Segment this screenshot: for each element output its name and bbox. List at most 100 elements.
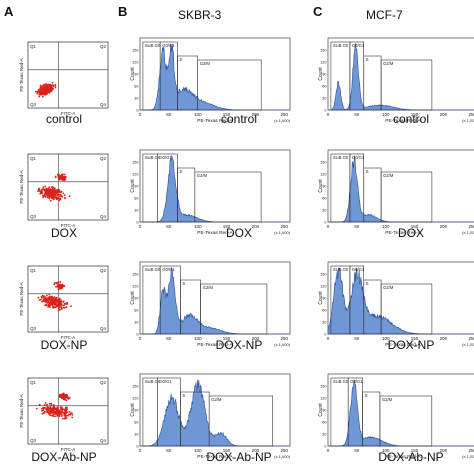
- gate-label: S: [180, 169, 183, 174]
- event-dot: [38, 92, 41, 95]
- event-dot: [50, 186, 53, 189]
- y-tick-label: 0: [136, 333, 138, 337]
- event-dot: [41, 191, 44, 194]
- event-dot: [50, 90, 53, 93]
- gate-label: S: [182, 393, 185, 398]
- x-tick-label: 250: [468, 224, 474, 229]
- event-dot: [52, 297, 55, 300]
- dot-plot-frame: [27, 41, 109, 109]
- x-axis-unit: (x 1,000): [462, 454, 474, 459]
- quadrant-label-q4: Q4: [100, 438, 107, 443]
- gate-label: G0/G1: [352, 155, 365, 160]
- event-dot: [42, 299, 45, 302]
- event-dot: [51, 187, 54, 190]
- y-tick-label: 60: [322, 85, 326, 89]
- event-dot: [67, 414, 69, 417]
- event-dot: [60, 284, 62, 287]
- x-axis-label: PE-Texas Red-A: [385, 230, 421, 236]
- x-tick-label: 250: [280, 112, 288, 117]
- gate-label: SUB G0: [333, 155, 349, 160]
- y-tick-label: 0: [324, 445, 326, 449]
- event-dot: [64, 176, 67, 178]
- event-dot: [58, 301, 60, 304]
- x-axis-label: PE-Texas Red-A: [385, 118, 421, 124]
- event-dot: [48, 302, 51, 305]
- event-dot: [66, 411, 69, 413]
- x-tick-label: 0: [327, 224, 330, 229]
- quadrant-label-q1: Q1: [30, 156, 37, 161]
- gate-label: G2/M: [383, 285, 394, 290]
- event-dot: [48, 293, 51, 296]
- event-dot: [53, 296, 56, 298]
- event-dot: [58, 410, 61, 412]
- condition-label-a-4: DOX-Ab-NP: [31, 450, 97, 464]
- event-dot: [59, 301, 62, 303]
- event-dot: [43, 295, 45, 297]
- histogram-skbr3-4: SUB G0 G0/G1 S G2/M 0 50 100 150 200 250 PE-Texas …: [130, 373, 291, 460]
- event-dot: [66, 301, 68, 304]
- gate-label: G0/G1: [159, 155, 172, 160]
- event-dot: [53, 196, 56, 199]
- event-dot: [39, 88, 42, 91]
- event-dot: [46, 189, 48, 192]
- event-dot: [44, 195, 47, 198]
- gate-label: SUB G0: [145, 43, 161, 48]
- y-tick-label: 120: [320, 173, 326, 177]
- gate-label: S: [366, 57, 369, 62]
- event-dot: [61, 173, 64, 176]
- condition-label-a-3: DOX-NP: [40, 338, 88, 352]
- event-dot: [48, 192, 51, 194]
- y-tick-label: 150: [132, 273, 138, 277]
- dot-plot-frame: [27, 153, 109, 221]
- quadrant-label-q3: Q3: [30, 214, 37, 219]
- event-dot: [57, 411, 59, 414]
- event-dot: [50, 85, 52, 88]
- y-axis-label: PE-Texas Red-A: [19, 394, 24, 427]
- x-tick-label: 200: [440, 448, 448, 453]
- event-dot: [45, 304, 48, 307]
- x-tick-label: 150: [411, 336, 419, 341]
- quadrant-label-q3: Q3: [30, 326, 37, 331]
- event-dot: [41, 294, 44, 297]
- x-tick-label: 150: [411, 224, 419, 229]
- y-tick-label: 150: [132, 161, 138, 165]
- y-tick-label: 60: [322, 309, 326, 313]
- x-tick-label: 150: [223, 448, 231, 453]
- gate-label: G0/G1: [162, 267, 175, 272]
- event-dot: [59, 406, 62, 409]
- y-axis-label: Count: [130, 403, 136, 417]
- y-tick-label: 90: [322, 73, 326, 77]
- event-dot: [44, 87, 47, 89]
- event-dot: [61, 307, 63, 310]
- quadrant-label-q2: Q2: [100, 44, 107, 49]
- event-dot: [57, 409, 59, 411]
- quadrant-label-q4: Q4: [100, 326, 107, 331]
- event-dot: [63, 302, 66, 305]
- x-axis-unit: (x 1,000): [462, 342, 474, 347]
- y-tick-label: 150: [320, 161, 326, 165]
- dot-plot-2: Q1 Q2 Q3 Q4 FITC-A PE-Texas Red-A: [19, 153, 109, 228]
- event-dot: [63, 412, 65, 415]
- y-tick-label: 60: [322, 197, 326, 201]
- event-dot: [65, 399, 68, 402]
- event-dot: [54, 86, 57, 89]
- x-axis-unit: (x 1,000): [274, 454, 290, 459]
- event-dot: [51, 302, 54, 305]
- event-dot: [46, 196, 49, 198]
- event-dot: [46, 411, 49, 414]
- x-tick-label: 0: [327, 448, 330, 453]
- dot-plot-4: Q1 Q2 Q3 Q4 FITC-A PE-Texas Red-A: [19, 377, 109, 452]
- event-dot: [64, 416, 67, 419]
- event-dot: [50, 402, 53, 405]
- event-dot: [51, 410, 54, 412]
- event-dot: [58, 287, 61, 290]
- event-dot: [55, 299, 58, 301]
- event-dot: [44, 192, 47, 194]
- event-dot: [45, 299, 48, 302]
- event-dot: [60, 190, 63, 193]
- y-tick-label: 0: [324, 221, 326, 225]
- event-dot: [38, 95, 41, 98]
- event-dot: [51, 414, 53, 417]
